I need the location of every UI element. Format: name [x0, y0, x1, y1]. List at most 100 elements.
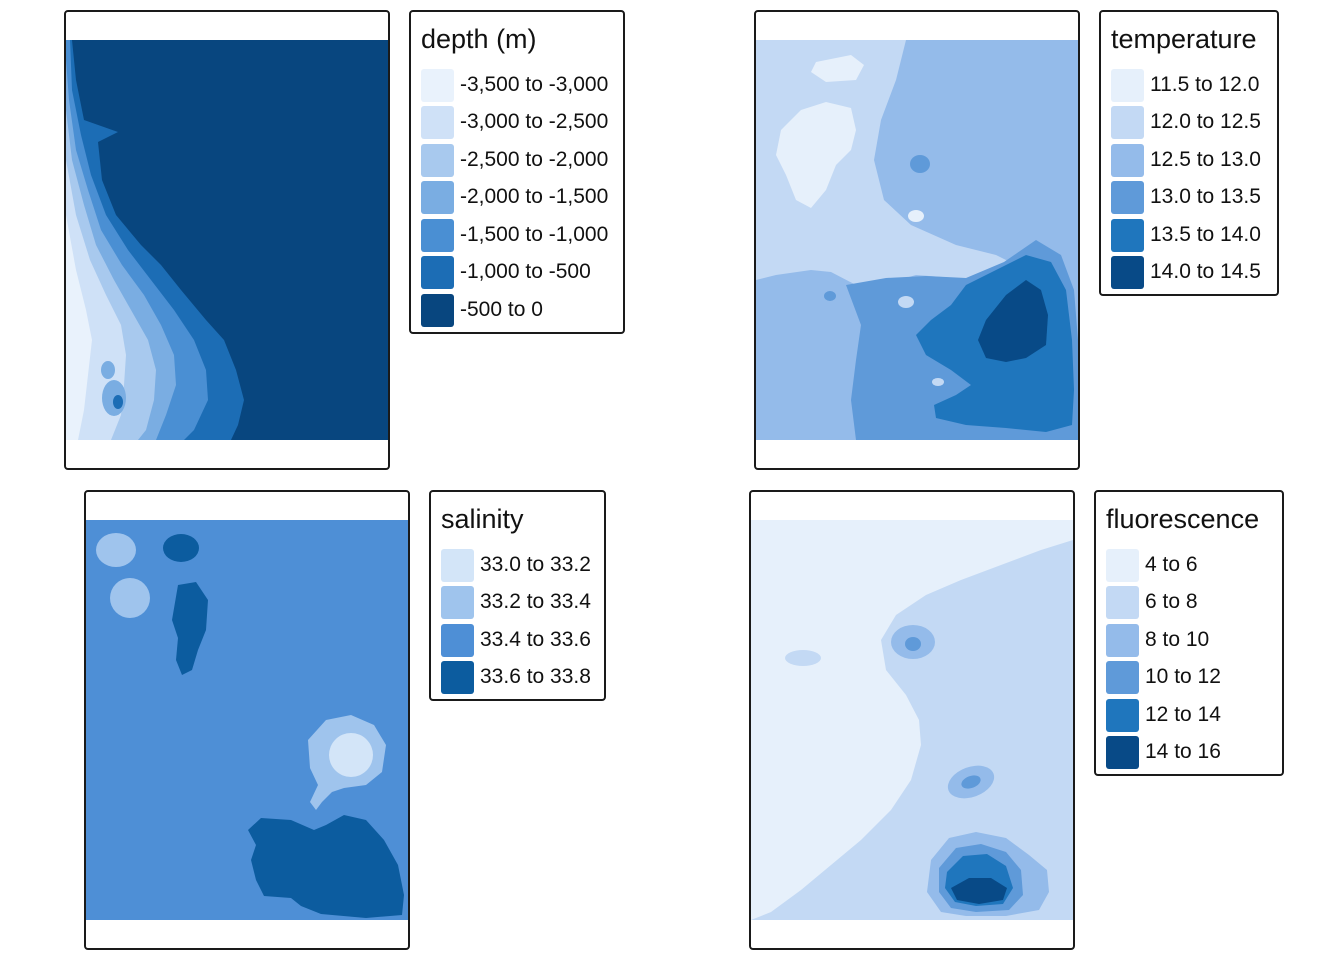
legend-item: 33.6 to 33.8 [441, 660, 591, 694]
legend-item: 4 to 6 [1106, 548, 1198, 582]
legend-label: 12.5 to 13.0 [1150, 148, 1261, 171]
legend-item: 13.0 to 13.5 [1111, 180, 1261, 214]
legend-label: 13.0 to 13.5 [1150, 185, 1261, 208]
legend-label: 12 to 14 [1145, 703, 1221, 726]
legend-swatch [441, 660, 474, 694]
legend-item: -1,500 to -1,000 [421, 218, 608, 252]
legend-item: -2,000 to -1,500 [421, 180, 608, 214]
legend-item: 33.0 to 33.2 [441, 548, 591, 582]
legend-label: 12.0 to 12.5 [1150, 110, 1261, 133]
legend-label: 13.5 to 14.0 [1150, 223, 1261, 246]
legend-swatch [1106, 585, 1139, 619]
legend-label: 33.2 to 33.4 [480, 590, 591, 613]
legend-item: -3,500 to -3,000 [421, 68, 608, 102]
legend-label: 33.0 to 33.2 [480, 553, 591, 576]
legend-swatch [421, 180, 454, 214]
salinity-map [84, 490, 410, 950]
legend-swatch [1111, 218, 1144, 252]
sal-blob-low-2 [110, 578, 150, 618]
fluorescence-legend-title: fluorescence [1106, 504, 1260, 534]
legend-label: -3,500 to -3,000 [460, 73, 609, 96]
fluor-zone-4-6 [751, 520, 1073, 920]
legend-label: -3,000 to -2,500 [460, 110, 609, 133]
temp-spot-3 [898, 296, 914, 308]
legend-label: 8 to 10 [1145, 628, 1210, 651]
fluorescence-legend: fluorescence 4 to 6 6 to 8 8 to 10 10 to… [1094, 490, 1284, 776]
legend-swatch [1106, 698, 1139, 732]
depth-seamount-inner [113, 395, 123, 409]
legend-item: 33.2 to 33.4 [441, 585, 591, 619]
legend-item: 12 to 14 [1106, 698, 1221, 732]
legend-item: 14 to 16 [1106, 735, 1221, 769]
legend-item: -3,000 to -2,500 [421, 105, 608, 139]
depth-legend-title: depth (m) [421, 24, 537, 54]
legend-swatch [1106, 623, 1139, 657]
depth-seamount-2 [101, 361, 115, 379]
temp-zone-14-14.5 [978, 280, 1048, 362]
legend-swatch [441, 585, 474, 619]
legend-swatch [1111, 180, 1144, 214]
depth-legend: depth (m) -3,500 to -3,000 -3,000 to -2,… [409, 10, 625, 334]
legend-swatch [421, 255, 454, 289]
legend-swatch [421, 68, 454, 102]
legend-label: 6 to 8 [1145, 590, 1198, 613]
fluor-hotspot-14-16 [951, 878, 1007, 904]
legend-label: 33.4 to 33.6 [480, 628, 591, 651]
temperature-legend-title: temperature [1111, 24, 1257, 54]
legend-swatch [421, 293, 454, 327]
legend-item: -2,500 to -2,000 [421, 143, 608, 177]
legend-swatch [1106, 660, 1139, 694]
salinity-raster [86, 520, 408, 920]
fluorescence-map [749, 490, 1075, 950]
legend-item: 13.5 to 14.0 [1111, 218, 1261, 252]
salinity-legend: salinity 33.0 to 33.2 33.2 to 33.4 33.4 … [429, 490, 606, 701]
temp-spot-2 [908, 210, 924, 222]
depth-map [64, 10, 390, 470]
legend-swatch [1106, 548, 1139, 582]
salinity-legend-title: salinity [441, 504, 524, 534]
sal-blob-high-2 [172, 582, 208, 675]
temp-patch-cool-1 [811, 55, 864, 82]
legend-swatch [1111, 255, 1144, 289]
legend-swatch [1106, 735, 1139, 769]
legend-item: 12.0 to 12.5 [1111, 105, 1261, 139]
legend-item: -500 to 0 [421, 293, 543, 327]
legend-label: -1,000 to -500 [460, 260, 591, 283]
temperature-legend: temperature 11.5 to 12.0 12.0 to 12.5 12… [1099, 10, 1279, 296]
fluor-spot-3 [785, 650, 821, 666]
legend-swatch [421, 218, 454, 252]
sal-blob-high-1 [163, 534, 199, 562]
legend-item: 11.5 to 12.0 [1111, 68, 1259, 102]
temp-spot-1 [910, 155, 930, 173]
legend-label: 4 to 6 [1145, 553, 1198, 576]
legend-item: 14.0 to 14.5 [1111, 255, 1261, 289]
legend-item: 10 to 12 [1106, 660, 1221, 694]
legend-label: 14 to 16 [1145, 740, 1221, 763]
legend-swatch [441, 548, 474, 582]
fluor-spot-1-inner [905, 637, 921, 651]
fluorescence-raster [751, 520, 1073, 920]
legend-label: 33.6 to 33.8 [480, 665, 591, 688]
temp-spot-5 [932, 378, 944, 386]
depth-zone-3000-3500 [66, 215, 92, 440]
legend-item: -1,000 to -500 [421, 255, 591, 289]
legend-label: -1,500 to -1,000 [460, 223, 609, 246]
legend-label: 10 to 12 [1145, 665, 1221, 688]
legend-label: 11.5 to 12.0 [1150, 73, 1260, 96]
temperature-raster [756, 40, 1078, 440]
sal-blob-low-1 [96, 533, 136, 567]
depth-raster [66, 40, 388, 440]
legend-label: -500 to 0 [460, 298, 543, 321]
legend-swatch [421, 105, 454, 139]
legend-item: 12.5 to 13.0 [1111, 143, 1261, 177]
fluor-spot-2-inner [961, 775, 981, 789]
legend-swatch [441, 623, 474, 657]
legend-item: 33.4 to 33.6 [441, 623, 591, 657]
temp-patch-cool-2 [776, 102, 856, 208]
legend-item: 8 to 10 [1106, 623, 1209, 657]
legend-item: 6 to 8 [1106, 585, 1198, 619]
temperature-map [754, 10, 1080, 470]
temp-spot-4 [824, 291, 836, 301]
legend-swatch [421, 143, 454, 177]
sal-blob-high-3 [248, 815, 404, 918]
